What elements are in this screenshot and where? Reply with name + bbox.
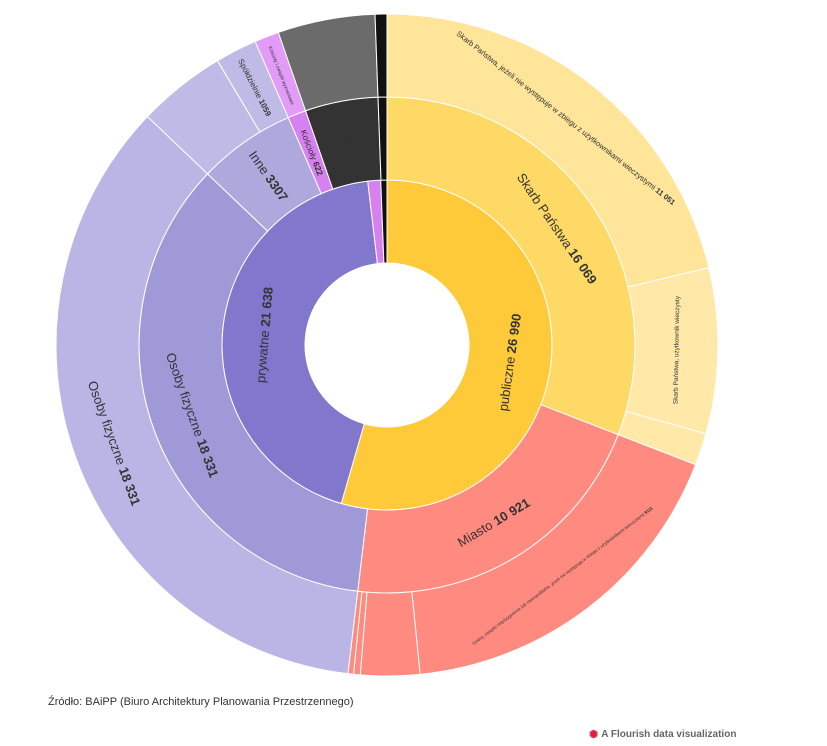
- label-value: 21 638: [257, 286, 275, 327]
- flourish-credit-link[interactable]: ✺ A Flourish data visualization: [589, 729, 736, 740]
- label-value: 622: [311, 160, 326, 177]
- credit-text: A Flourish data visualization: [601, 729, 737, 740]
- flourish-logo-icon: ✺: [589, 728, 599, 741]
- segment-outer-miasto-a[interactable]: [359, 591, 421, 677]
- segment-outer-osoby-o[interactable]: [55, 115, 359, 675]
- label-name: prywatne: [253, 326, 273, 383]
- label-middle-inne2: Inne 2470: [336, 112, 361, 172]
- label-name: Skarb Państwa, użytkownik wieczysty: [672, 295, 681, 404]
- segment-outer-unk-o[interactable]: [374, 13, 388, 98]
- label-name: Inne: [336, 112, 356, 143]
- label-inner-prywatne: prywatne 21 638: [253, 286, 276, 383]
- source-note: Źródło: BAiPP (Biuro Architektury Planow…: [48, 696, 354, 708]
- label-value: 9111: [643, 505, 654, 515]
- label-value: 2470: [342, 141, 362, 172]
- label-outer-skarb-uw: Skarb Państwa, użytkownik wieczysty: [672, 295, 681, 404]
- label-value: 26 990: [503, 313, 523, 354]
